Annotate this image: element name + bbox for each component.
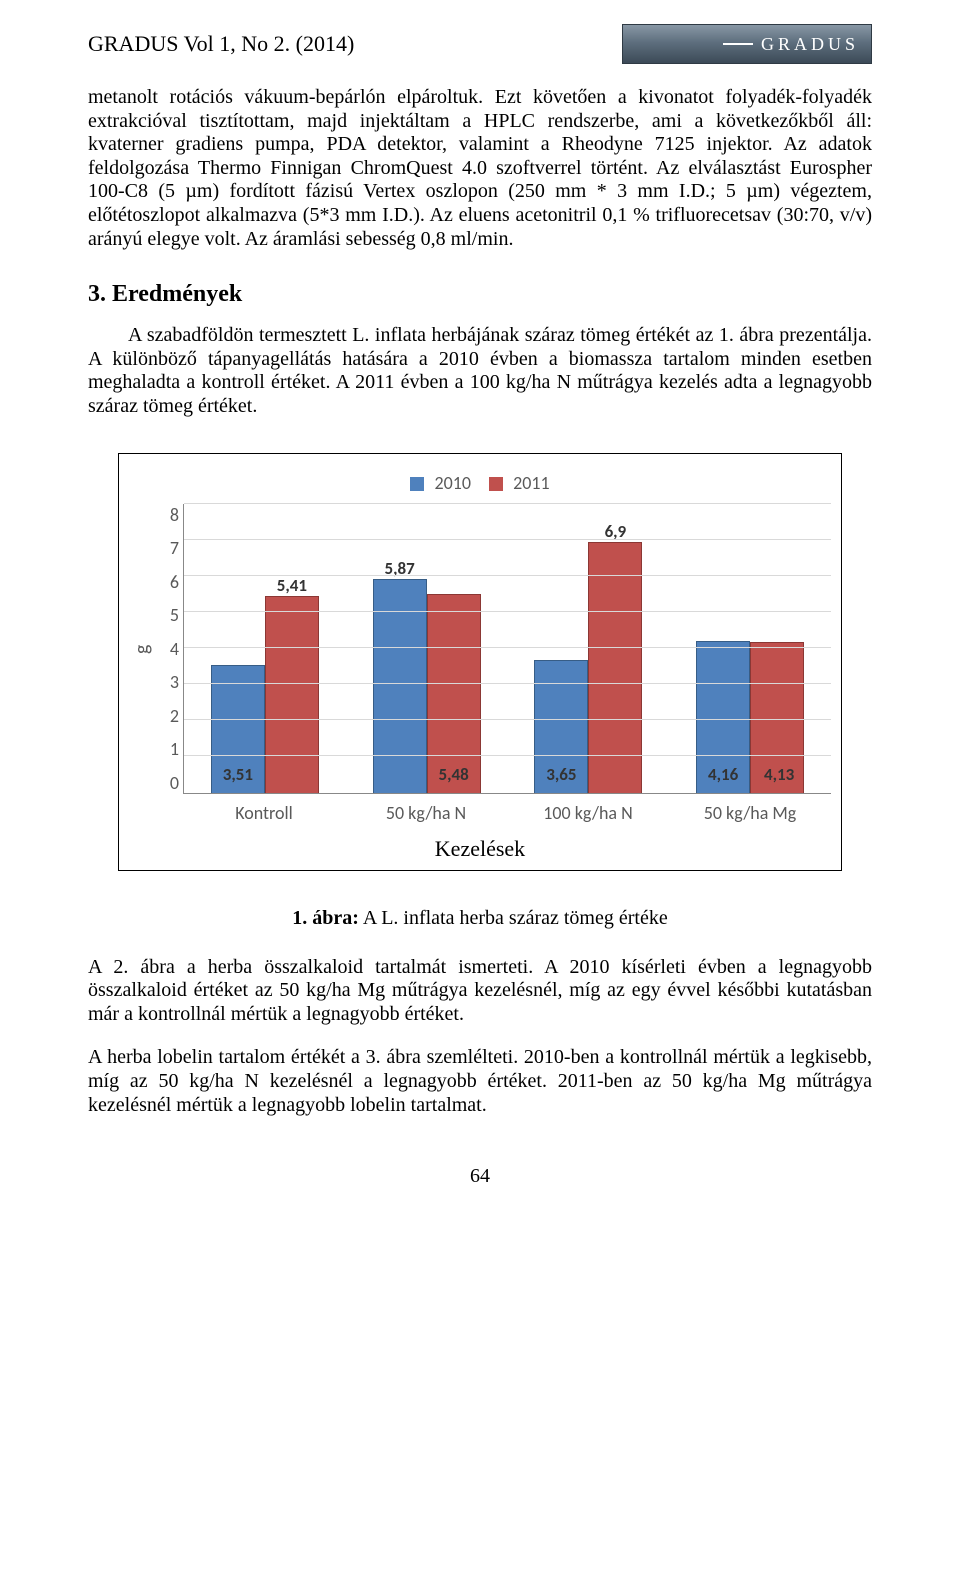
bar-groups: 3,515,415,875,483,656,94,164,13 xyxy=(184,504,831,793)
x-axis-ticks: Kontroll 50 kg/ha N 100 kg/ha N 50 kg/ha… xyxy=(183,794,831,824)
xtick: 50 kg/ha N xyxy=(345,802,507,824)
ytick: 8 xyxy=(155,504,179,526)
ytick: 0 xyxy=(155,772,179,794)
bar-2010: 4,16 xyxy=(696,641,750,792)
gridline xyxy=(184,539,831,540)
journal-reference: GRADUS Vol 1, No 2. (2014) xyxy=(88,31,354,57)
legend-label-2011: 2011 xyxy=(513,472,550,494)
ytick: 7 xyxy=(155,537,179,559)
bar-group: 4,16 4,13 xyxy=(669,504,831,793)
bar-value-label: 3,65 xyxy=(535,764,587,785)
gridline xyxy=(184,683,831,684)
gridline xyxy=(184,611,831,612)
bar-value-label: 4,16 xyxy=(697,764,749,785)
legend-item-2011: 2011 xyxy=(489,472,550,494)
bar-chart: 2010 2011 g 8 7 6 5 4 3 2 1 0 3,515,415,… xyxy=(118,453,842,871)
figure-caption-number: 1. ábra: xyxy=(292,907,359,929)
paragraph-results-intro: A szabadföldön termesztett L. inflata he… xyxy=(88,324,872,418)
xtick: 50 kg/ha Mg xyxy=(669,802,831,824)
ytick: 6 xyxy=(155,571,179,593)
bar-group: 3,656,9 xyxy=(508,504,670,793)
xtick: 100 kg/ha N xyxy=(507,802,669,824)
bar-group: 3,515,41 xyxy=(184,504,346,793)
bar-value-label: 5,87 xyxy=(374,558,426,579)
paragraph-fig3: A herba lobelin tartalom értékét a 3. áb… xyxy=(88,1046,872,1117)
bar-2011: 5,41 xyxy=(265,596,319,792)
legend-swatch-2010 xyxy=(410,477,424,491)
bar-value-label: 4,13 xyxy=(755,764,803,785)
ytick: 5 xyxy=(155,604,179,626)
legend-item-2010: 2010 xyxy=(410,472,471,494)
gradus-logo: GRADUS xyxy=(622,24,872,64)
gridline xyxy=(184,647,831,648)
x-axis-title: Kezelések xyxy=(129,836,831,862)
xtick: Kontroll xyxy=(183,802,345,824)
paragraph-methods: metanolt rotációs vákuum-bepárlón elpáro… xyxy=(88,86,872,251)
y-axis-label: g xyxy=(129,504,155,794)
gridline xyxy=(184,755,831,756)
page-number: 64 xyxy=(88,1165,872,1188)
logo-line-icon xyxy=(723,43,753,45)
figure-caption-text: A L. inflata herba száraz tömeg értéke xyxy=(359,907,668,929)
bar-value-label: 5,41 xyxy=(266,575,318,596)
ytick: 2 xyxy=(155,705,179,727)
ytick: 3 xyxy=(155,671,179,693)
legend-label-2010: 2010 xyxy=(435,472,472,494)
figure-caption: 1. ábra: A L. inflata herba száraz tömeg… xyxy=(88,907,872,930)
gridline xyxy=(184,503,831,504)
legend-swatch-2011 xyxy=(489,477,503,491)
bar-2011: 4,13 xyxy=(750,642,804,792)
section-heading-results: 3. Eredmények xyxy=(88,281,872,308)
y-axis-ticks: 8 7 6 5 4 3 2 1 0 xyxy=(155,504,183,794)
gridline xyxy=(184,719,831,720)
plot-area: g 8 7 6 5 4 3 2 1 0 3,515,415,875,483,65… xyxy=(129,504,831,794)
chart-legend: 2010 2011 xyxy=(129,472,831,494)
chart-grid: 3,515,415,875,483,656,94,164,13 xyxy=(183,504,831,794)
ytick: 4 xyxy=(155,638,179,660)
ytick: 1 xyxy=(155,738,179,760)
logo-text: GRADUS xyxy=(761,34,859,55)
gridline xyxy=(184,575,831,576)
bar-group: 5,87 5,48 xyxy=(346,504,508,793)
bar-2011: 5,48 xyxy=(427,594,481,793)
page-header: GRADUS Vol 1, No 2. (2014) GRADUS xyxy=(88,24,872,64)
bar-value-label: 3,51 xyxy=(212,764,264,785)
page: GRADUS Vol 1, No 2. (2014) GRADUS metano… xyxy=(0,0,960,1248)
paragraph-fig2: A 2. ábra a herba összalkaloid tartalmát… xyxy=(88,956,872,1027)
bar-value-label: 5,48 xyxy=(428,764,480,785)
bar-2010: 3,65 xyxy=(534,660,588,793)
